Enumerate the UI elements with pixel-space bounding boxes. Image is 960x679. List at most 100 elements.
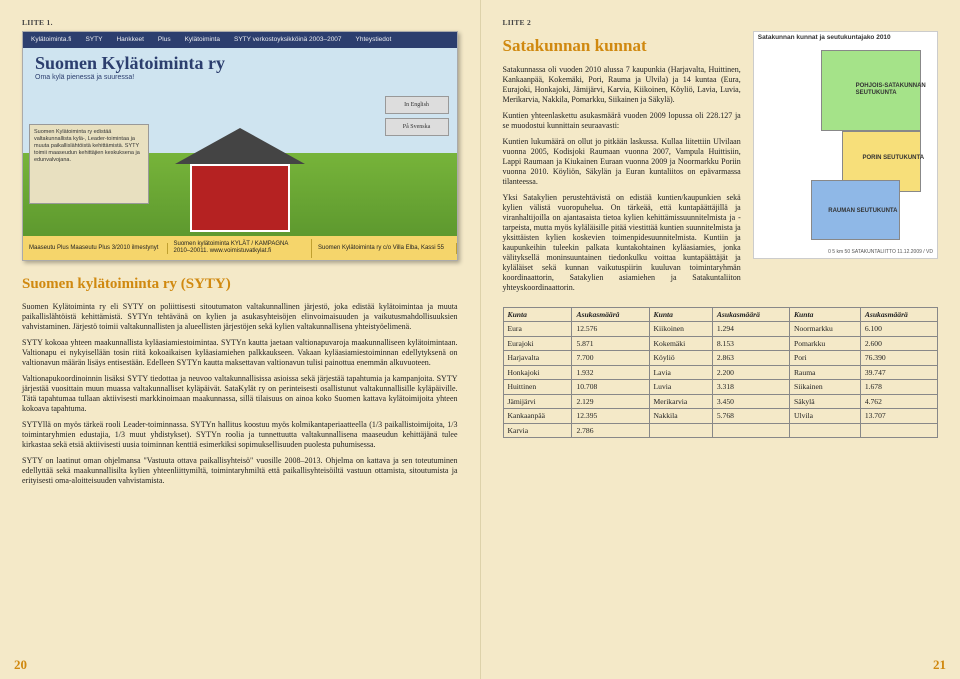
page-number: 21	[933, 657, 946, 673]
table-row: Eurajoki5.871Kokemäki8.153Pomarkku2.600	[503, 336, 938, 350]
cell-kunta: Luvia	[649, 380, 712, 394]
region-north	[821, 50, 920, 131]
map-scale: 0 5 km 50 SATAKUNTALIITTO 11.12.2009 / V…	[828, 249, 933, 255]
cell-kunta: Säkylä	[789, 394, 860, 408]
cell-kunta	[789, 423, 860, 437]
cell-asukas: 5.768	[712, 409, 789, 423]
nav-item: SYTY	[85, 36, 102, 44]
cell-asukas: 10.708	[572, 380, 649, 394]
cell-asukas: 3.450	[712, 394, 789, 408]
footer-col: Suomen Kylätoiminta ry c/o Villa Elba, K…	[312, 243, 457, 255]
table-header: Kunta	[649, 307, 712, 321]
table-row: Eura12.576Kiikoinen1.294Noormarkku6.100	[503, 322, 938, 336]
cell-kunta: Lavia	[649, 365, 712, 379]
region-rauma	[811, 180, 900, 241]
cell-kunta: Harjavalta	[503, 351, 572, 365]
cell-asukas: 2.200	[712, 365, 789, 379]
cell-asukas: 2.786	[572, 423, 649, 437]
body-paragraph: SYTY on laatinut oman ohjelmansa "Vastuu…	[22, 456, 458, 486]
cell-kunta: Kokemäki	[649, 336, 712, 350]
body-paragraph: Satakunnassa oli vuoden 2010 alussa 7 ka…	[503, 65, 741, 105]
cell-asukas: 2.129	[572, 394, 649, 408]
lang-button-sv[interactable]: På Svenska	[385, 118, 449, 136]
body-paragraph: Suomen Kylätoiminta ry eli SYTY on polii…	[22, 302, 458, 332]
cell-asukas	[712, 423, 789, 437]
cell-kunta: Jämijärvi	[503, 394, 572, 408]
house-graphic	[190, 164, 290, 232]
cell-kunta: Noormarkku	[789, 322, 860, 336]
body-paragraph: SYTY kokoaa yhteen maakunnallista kyläas…	[22, 338, 458, 368]
cell-kunta: Kankaanpää	[503, 409, 572, 423]
website-screenshot: Kylätoiminta.fi SYTY Hankkeet Plus Kylät…	[22, 31, 458, 261]
house-roof	[175, 128, 305, 164]
cell-kunta: Eurajoki	[503, 336, 572, 350]
table-header: Kunta	[789, 307, 860, 321]
page-right: LIITE 2 Satakunnan kunnat Satakunnassa o…	[481, 0, 960, 679]
cell-kunta: Ulvila	[789, 409, 860, 423]
nav-item: Kylätoiminta	[185, 36, 220, 44]
cell-asukas: 3.318	[712, 380, 789, 394]
page-left: LIITE 1. Kylätoiminta.fi SYTY Hankkeet P…	[0, 0, 481, 679]
table-row: Harjavalta7.700Köyliö2.863Pori76.390	[503, 351, 938, 365]
table-row: Huittinen10.708Luvia3.318Siikainen1.678	[503, 380, 938, 394]
body-paragraph: Kuntien lukumäärä on ollut jo pitkään la…	[503, 137, 741, 187]
nav-item: SYTY verkostoyksikköinä 2003–2007	[234, 36, 342, 44]
lang-button-en[interactable]: In English	[385, 96, 449, 114]
body-paragraph: Kuntien yhteenlaskettu asukasmäärä vuode…	[503, 111, 741, 131]
cell-asukas: 1.932	[572, 365, 649, 379]
cell-asukas: 5.871	[572, 336, 649, 350]
nav-item: Yhteystiedot	[356, 36, 392, 44]
region-map: Satakunnan kunnat ja seutukuntajako 2010…	[753, 31, 938, 259]
footer-strip: Maaseutu Plus Maaseutu Plus 3/2010 ilmes…	[23, 236, 457, 260]
cell-asukas: 12.395	[572, 409, 649, 423]
page-title: Satakunnan kunnat	[503, 35, 741, 56]
cell-asukas: 39.747	[860, 365, 937, 379]
site-subtitle: Oma kylä pienessä ja suuressa!	[35, 74, 134, 83]
table-row: Karvia2.786	[503, 423, 938, 437]
cell-asukas: 13.707	[860, 409, 937, 423]
cell-asukas: 12.576	[572, 322, 649, 336]
footer-col: Suomen kylätoiminta KYLÄT / KAMPAGNA 201…	[168, 239, 313, 258]
cell-kunta: Karvia	[503, 423, 572, 437]
appendix-label-left: LIITE 1.	[22, 18, 458, 27]
table-row: Kankaanpää12.395Nakkila5.768Ulvila13.707	[503, 409, 938, 423]
nav-item: Hankkeet	[116, 36, 143, 44]
cell-kunta: Honkajoki	[503, 365, 572, 379]
cell-kunta: Pori	[789, 351, 860, 365]
cell-asukas: 2.600	[860, 336, 937, 350]
cell-kunta: Siikainen	[789, 380, 860, 394]
cell-kunta: Pomarkku	[789, 336, 860, 350]
table-row: Honkajoki1.932Lavia2.200Rauma39.747	[503, 365, 938, 379]
right-text-column: Satakunnan kunnat Satakunnassa oli vuode…	[503, 31, 741, 298]
table-header: Asukasmäärä	[860, 307, 937, 321]
table-header: Kunta	[503, 307, 572, 321]
table-header: Asukasmäärä	[572, 307, 649, 321]
cell-kunta	[649, 423, 712, 437]
cell-asukas: 4.762	[860, 394, 937, 408]
cell-kunta: Kiikoinen	[649, 322, 712, 336]
population-table: KuntaAsukasmääräKuntaAsukasmääräKuntaAsu…	[503, 307, 939, 438]
cell-asukas: 1.678	[860, 380, 937, 394]
nav-item: Kylätoiminta.fi	[31, 36, 71, 44]
cell-kunta: Huittinen	[503, 380, 572, 394]
map-caption: Satakunnan kunnat ja seutukuntajako 2010	[758, 34, 891, 42]
cell-kunta: Köyliö	[649, 351, 712, 365]
cell-asukas: 1.294	[712, 322, 789, 336]
cell-asukas: 6.100	[860, 322, 937, 336]
section-title: Suomen kylätoiminta ry (SYTY)	[22, 275, 458, 294]
nav-item: Plus	[158, 36, 171, 44]
cell-asukas: 7.700	[572, 351, 649, 365]
footer-col: Maaseutu Plus Maaseutu Plus 3/2010 ilmes…	[23, 243, 168, 255]
body-paragraph: Yksi Satakylien perustehtävistä on edist…	[503, 193, 741, 293]
page-number: 20	[14, 657, 27, 673]
site-title: Suomen Kylätoiminta ry	[35, 52, 225, 75]
body-paragraph: Valtionapukoordinoinnin lisäksi SYTY tie…	[22, 374, 458, 414]
table-header: Asukasmäärä	[712, 307, 789, 321]
table-row: Jämijärvi2.129Merikarvia3.450Säkylä4.762	[503, 394, 938, 408]
info-card: Suomen Kylätoiminta ry edistää valtakunn…	[29, 124, 149, 204]
body-paragraph: SYTYllä on myös tärkeä rooli Leader-toim…	[22, 420, 458, 450]
cell-kunta: Merikarvia	[649, 394, 712, 408]
cell-kunta: Rauma	[789, 365, 860, 379]
cell-kunta: Eura	[503, 322, 572, 336]
site-navbar: Kylätoiminta.fi SYTY Hankkeet Plus Kylät…	[23, 32, 457, 48]
